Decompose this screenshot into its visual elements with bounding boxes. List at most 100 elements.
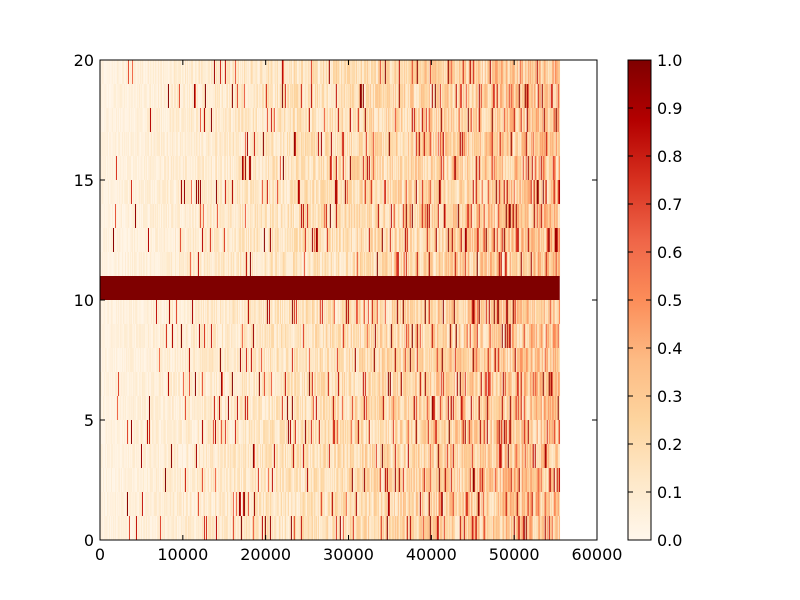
heatmap-cell — [266, 444, 269, 468]
heatmap-cell — [386, 348, 389, 372]
heatmap-cell — [215, 324, 218, 348]
heatmap-cell — [381, 300, 384, 324]
heatmap-cell — [203, 252, 206, 276]
heatmap-cell — [451, 492, 454, 516]
heatmap-cell — [355, 516, 358, 540]
heatmap-cell — [254, 492, 257, 516]
heatmap-cell — [434, 516, 437, 540]
heatmap-cell — [193, 420, 196, 444]
heatmap-cell — [133, 396, 136, 420]
heatmap-cell — [489, 300, 492, 324]
heatmap-cell — [240, 516, 243, 540]
heatmap-cell — [277, 516, 280, 540]
heatmap-cell — [391, 252, 394, 276]
heatmap-cell — [380, 444, 383, 468]
heatmap-cell — [528, 420, 531, 444]
heatmap-cell — [255, 396, 258, 420]
heatmap-cell — [480, 444, 483, 468]
heatmap-cell — [280, 300, 283, 324]
heatmap-cell — [401, 372, 404, 396]
heatmap-cell — [235, 396, 238, 420]
heatmap-cell — [230, 252, 233, 276]
heatmap-cell — [107, 516, 109, 540]
heatmap-cell — [542, 324, 545, 348]
heatmap-cell — [178, 396, 181, 420]
heatmap-cell — [535, 516, 538, 540]
heatmap-cell — [485, 492, 488, 516]
heatmap-cell — [212, 348, 215, 372]
heatmap-cell — [394, 372, 397, 396]
heatmap-cell — [242, 348, 245, 372]
heatmap-cell — [100, 252, 102, 276]
heatmap-cell — [123, 372, 126, 396]
heatmap-cell — [130, 300, 133, 324]
heatmap-cell — [167, 420, 170, 444]
heatmap-cell — [182, 468, 185, 492]
heatmap-cell — [427, 300, 430, 324]
heatmap-cell — [336, 492, 339, 516]
heatmap-cell — [399, 252, 402, 276]
heatmap-cell — [437, 372, 440, 396]
heatmap-cell — [334, 300, 337, 324]
heatmap-cell — [337, 252, 340, 276]
heatmap-cell — [235, 372, 238, 396]
heatmap-cell — [453, 372, 456, 396]
heatmap-cell — [226, 516, 229, 540]
heatmap-cell — [478, 396, 481, 420]
heatmap-cell — [444, 468, 447, 492]
heatmap-cell — [219, 372, 222, 396]
heatmap-cell — [262, 468, 265, 492]
heatmap-cell — [302, 396, 305, 420]
heatmap-cell — [437, 444, 440, 468]
heatmap-cell — [383, 372, 386, 396]
heatmap-cell — [306, 324, 309, 348]
heatmap-cell — [121, 252, 124, 276]
heatmap-cell — [143, 372, 146, 396]
heatmap-cell — [337, 444, 340, 468]
heatmap-cell — [310, 300, 313, 324]
heatmap-cell — [272, 372, 275, 396]
heatmap-cell — [265, 492, 268, 516]
heatmap-cell — [156, 372, 159, 396]
heatmap-cell — [305, 396, 308, 420]
heatmap-cell — [111, 468, 114, 492]
heatmap-cell — [443, 252, 446, 276]
heatmap-cell — [137, 444, 140, 468]
heatmap-cell — [303, 444, 306, 468]
heatmap-cell — [165, 252, 168, 276]
heatmap-cell — [158, 468, 161, 492]
heatmap-cell — [517, 444, 520, 468]
heatmap-cell — [498, 516, 501, 540]
heatmap-cell — [340, 492, 343, 516]
heatmap-cell — [471, 444, 474, 468]
heatmap-cell — [496, 348, 499, 372]
heatmap-cell — [461, 372, 464, 396]
heatmap-cell — [452, 396, 455, 420]
heatmap-cell — [345, 300, 348, 324]
heatmap-cell — [181, 444, 184, 468]
heatmap-cell — [456, 444, 459, 468]
heatmap-cell — [172, 468, 175, 492]
heatmap-cell — [503, 444, 506, 468]
heatmap-cell — [303, 396, 306, 420]
heatmap-cell — [389, 252, 392, 276]
heatmap-cell — [332, 324, 335, 348]
heatmap-cell — [327, 348, 330, 372]
heatmap-cell — [268, 444, 271, 468]
heatmap-cell — [108, 324, 110, 348]
heatmap-cell — [155, 252, 158, 276]
heatmap-cell — [477, 444, 480, 468]
heatmap-cell — [138, 372, 141, 396]
heatmap-cell — [328, 492, 331, 516]
heatmap-cell — [110, 300, 113, 324]
heatmap-cell — [392, 468, 395, 492]
heatmap-cell — [488, 420, 491, 444]
heatmap-cell — [111, 372, 114, 396]
heatmap-cell — [280, 396, 283, 420]
heatmap-cell — [407, 372, 410, 396]
heatmap-cell — [391, 420, 394, 444]
heatmap-cell — [195, 252, 198, 276]
heatmap-cell — [384, 324, 387, 348]
heatmap-cell — [217, 444, 220, 468]
heatmap-cell — [202, 420, 205, 444]
